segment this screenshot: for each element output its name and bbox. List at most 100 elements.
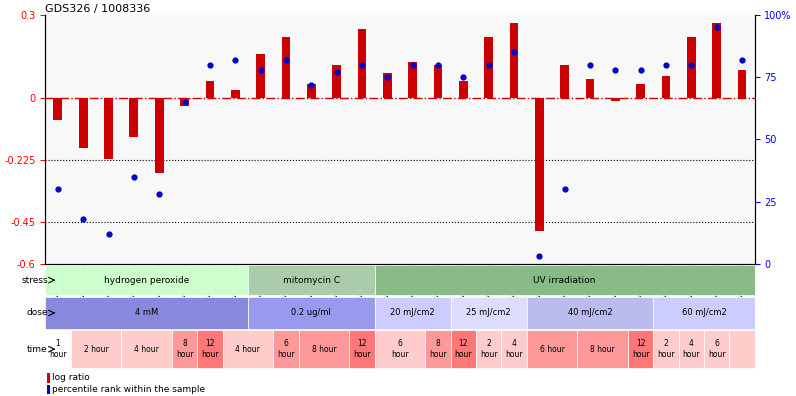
Text: 20 mJ/cm2: 20 mJ/cm2 (390, 308, 435, 318)
Bar (704, 331, 729, 368)
Point (634, 67, 647, 73)
Point (279, 57, 292, 63)
Point (406, 61, 419, 68)
Point (381, 74, 394, 80)
Bar (45, 331, 71, 368)
Bar (45, 265, 248, 295)
Point (52, 186, 64, 192)
Text: 25 mJ/cm2: 25 mJ/cm2 (466, 308, 511, 318)
Bar (298, 331, 349, 368)
Point (558, 186, 571, 192)
Bar (501, 331, 527, 368)
Bar (71, 331, 121, 368)
Bar (121, 331, 172, 368)
Point (153, 191, 166, 197)
Bar (306, 84, 316, 98)
Point (305, 82, 318, 88)
Text: 12
hour: 12 hour (455, 339, 472, 359)
Text: GDS326 / 1008336: GDS326 / 1008336 (45, 4, 150, 14)
Text: 8 hour: 8 hour (590, 345, 615, 354)
Text: 6
hour: 6 hour (277, 339, 295, 359)
Point (660, 61, 673, 68)
Text: 4
hour: 4 hour (682, 339, 700, 359)
Text: 12
hour: 12 hour (201, 339, 219, 359)
Bar (248, 297, 375, 329)
Bar (273, 331, 298, 368)
Bar (687, 37, 696, 98)
Point (204, 61, 217, 68)
Bar (104, 98, 113, 159)
Bar (476, 331, 501, 368)
Text: log ratio: log ratio (52, 373, 89, 383)
Bar (484, 37, 493, 98)
Text: dose: dose (26, 308, 48, 318)
Bar (53, 98, 62, 120)
Bar (679, 331, 704, 368)
Bar (130, 98, 139, 137)
Point (254, 67, 267, 73)
Text: 6 hour: 6 hour (540, 345, 564, 354)
Point (102, 231, 115, 237)
Bar (155, 98, 164, 173)
Point (330, 69, 343, 75)
Bar (712, 23, 721, 98)
Text: 0.2 ug/ml: 0.2 ug/ml (291, 308, 331, 318)
Bar (577, 331, 628, 368)
Text: 40 mJ/cm2: 40 mJ/cm2 (568, 308, 612, 318)
Text: stress: stress (21, 276, 48, 285)
Text: 6
hour: 6 hour (391, 339, 409, 359)
Bar (738, 70, 747, 98)
Bar (349, 331, 375, 368)
Bar (256, 53, 265, 98)
Text: 8
hour: 8 hour (429, 339, 447, 359)
Bar (375, 265, 755, 295)
Bar (458, 81, 468, 98)
Bar (527, 297, 654, 329)
Bar (425, 331, 451, 368)
Bar (223, 331, 273, 368)
Point (736, 57, 748, 63)
Text: time: time (27, 345, 48, 354)
Text: 4 mM: 4 mM (135, 308, 158, 318)
Bar (408, 62, 417, 98)
Text: 4 hour: 4 hour (135, 345, 159, 354)
Point (583, 61, 596, 68)
Point (229, 57, 242, 63)
Text: 2
hour: 2 hour (657, 339, 675, 359)
Bar (332, 65, 341, 98)
Text: 12
hour: 12 hour (353, 339, 371, 359)
Bar (560, 65, 569, 98)
Text: 6
hour: 6 hour (708, 339, 725, 359)
Bar (451, 297, 527, 329)
Point (533, 253, 545, 259)
Point (356, 61, 369, 68)
Point (685, 61, 697, 68)
Bar (661, 76, 670, 98)
Bar (636, 84, 645, 98)
Bar (527, 331, 577, 368)
Text: 8 hour: 8 hour (311, 345, 337, 354)
Point (482, 61, 495, 68)
Bar (197, 331, 223, 368)
Bar (586, 78, 595, 98)
Bar (79, 98, 88, 148)
Bar (434, 65, 443, 98)
Text: 8
hour: 8 hour (176, 339, 193, 359)
Text: 1
hour: 1 hour (49, 339, 67, 359)
Text: 4
hour: 4 hour (505, 339, 523, 359)
Bar (611, 98, 620, 101)
Bar (46, 385, 50, 394)
Bar (46, 373, 50, 383)
Point (127, 173, 140, 180)
Bar (729, 331, 755, 368)
Point (710, 24, 723, 30)
Text: 60 mJ/cm2: 60 mJ/cm2 (681, 308, 726, 318)
Bar (654, 331, 679, 368)
Text: percentile rank within the sample: percentile rank within the sample (52, 385, 205, 394)
Bar (180, 98, 189, 106)
Bar (45, 297, 248, 329)
Bar (509, 23, 518, 98)
Bar (205, 81, 214, 98)
Bar (172, 331, 197, 368)
Bar (654, 297, 755, 329)
